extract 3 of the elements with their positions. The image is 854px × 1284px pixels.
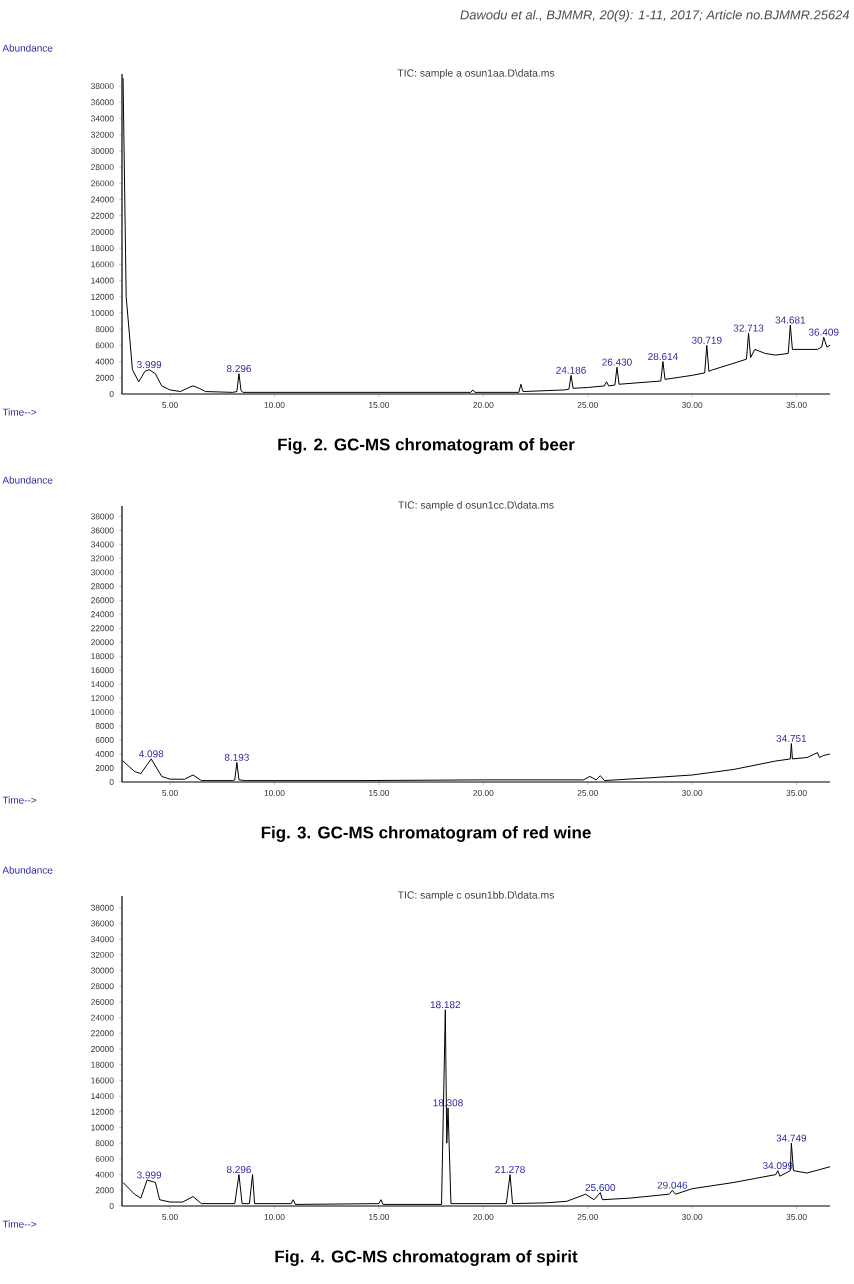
caption: Fig. 4. GC-MS chromatogram of spirit [275, 1250, 578, 1266]
caption: Fig. 3. GC-MS chromatogram of red wine [261, 826, 591, 842]
caption: Fig. 2. GC-MS chromatogram of beer [278, 438, 575, 454]
